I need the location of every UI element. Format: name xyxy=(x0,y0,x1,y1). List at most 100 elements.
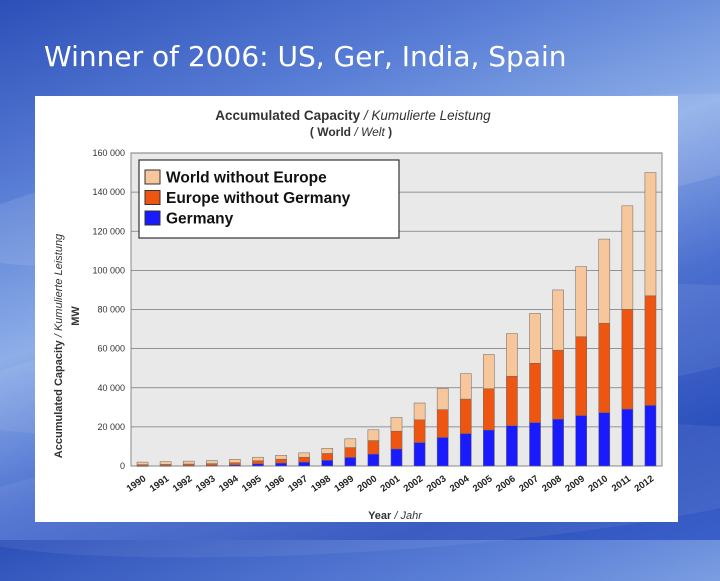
x-tick-label: 1991 xyxy=(148,473,172,495)
bar-segment xyxy=(321,460,334,467)
bar-segment xyxy=(506,375,518,426)
bar-segment xyxy=(390,417,403,432)
bar-segment xyxy=(321,453,334,461)
bar-segment xyxy=(483,388,495,431)
bar-segment xyxy=(621,205,634,310)
y-axis-unit: MW xyxy=(70,306,82,326)
bar-segment xyxy=(298,461,310,467)
x-tick-label: 2004 xyxy=(448,473,472,495)
chart-title: Accumulated Capacity / Kumulierte Leistu… xyxy=(215,108,491,123)
x-tick-label: 2012 xyxy=(633,473,657,494)
bar-segment xyxy=(206,463,218,466)
x-tick-label: 2001 xyxy=(379,473,403,495)
bar-segment xyxy=(182,460,195,465)
bar-segment xyxy=(298,456,310,463)
x-tick-label: 2008 xyxy=(540,473,564,494)
x-tick-label: 2011 xyxy=(610,473,634,494)
bar-segment xyxy=(483,429,495,467)
x-tick-label: 2003 xyxy=(425,473,449,494)
bar-segment xyxy=(390,430,403,450)
bar-segment xyxy=(459,373,472,400)
y-tick-label: 140 000 xyxy=(92,187,125,197)
bar-segment xyxy=(413,402,426,421)
bar-segment xyxy=(298,452,310,458)
bar-segment xyxy=(598,322,611,413)
x-tick-label: 2002 xyxy=(402,473,426,494)
x-tick-label: 1995 xyxy=(240,473,264,495)
bar-segment xyxy=(275,458,287,464)
y-tick-label: 120 000 xyxy=(92,226,125,236)
bar-segment xyxy=(275,462,287,467)
bar-segment xyxy=(575,266,587,337)
bar-segment xyxy=(436,388,449,410)
bar-segment xyxy=(506,425,518,467)
bar-segment xyxy=(459,433,472,467)
legend-swatch xyxy=(144,169,161,185)
y-tick-label: 80 000 xyxy=(97,305,125,315)
bar-segment xyxy=(644,172,657,297)
bar-segment xyxy=(598,412,611,467)
bar-segment xyxy=(621,408,634,467)
legend-label: Europe without Germany xyxy=(166,190,351,207)
x-tick-label: 1994 xyxy=(217,473,241,495)
bar-segment xyxy=(552,289,564,351)
bar-segment xyxy=(206,460,218,464)
y-tick-label: 0 xyxy=(120,461,125,471)
bar-segment xyxy=(344,438,357,448)
legend-label: Germany xyxy=(166,211,234,228)
x-tick-label: 1996 xyxy=(263,473,287,494)
bar-segment xyxy=(436,437,449,467)
bar-segment xyxy=(413,442,426,467)
x-tick-label: 1997 xyxy=(286,473,310,494)
x-tick-label: 2009 xyxy=(563,473,587,494)
bar-segment xyxy=(390,448,403,467)
legend-label: World without Europe xyxy=(166,170,327,187)
x-tick-label: 2000 xyxy=(356,473,380,494)
x-tick-label: 1992 xyxy=(171,473,195,494)
bar-segment xyxy=(413,419,426,443)
bar-segment xyxy=(621,309,634,410)
bar-segment xyxy=(344,447,357,458)
bar-segment xyxy=(367,453,380,467)
x-tick-label: 2006 xyxy=(494,473,518,494)
bar-segment xyxy=(575,415,587,467)
bar-segment xyxy=(136,461,149,465)
legend-box xyxy=(138,159,400,239)
x-tick-label: 2005 xyxy=(471,473,495,495)
slide-title: Winner of 2006: US, Ger, India, Spain xyxy=(44,40,567,73)
bar-segment xyxy=(459,398,472,434)
y-tick-label: 60 000 xyxy=(97,344,125,354)
y-tick-label: 160 000 xyxy=(92,148,125,158)
legend-swatch xyxy=(144,210,161,226)
x-axis-title: Year / Jahr xyxy=(368,510,423,522)
bar-segment xyxy=(598,238,611,324)
y-tick-label: 100 000 xyxy=(92,265,125,275)
bar-segment xyxy=(367,429,380,441)
stacked-bar-chart: Accumulated Capacity / Kumulierte Leistu… xyxy=(53,108,663,522)
y-tick-label: 40 000 xyxy=(97,383,125,393)
bar-segment xyxy=(483,354,495,389)
legend-swatch xyxy=(144,190,161,205)
bar-segment xyxy=(575,336,587,416)
x-tick-label: 1999 xyxy=(332,473,356,494)
chart-panel: Accumulated Capacity / Kumulierte Leistu… xyxy=(35,96,678,522)
x-tick-label: 1990 xyxy=(125,473,149,494)
x-tick-label: 2007 xyxy=(517,473,541,494)
x-tick-label: 2010 xyxy=(586,473,610,494)
bar-segment xyxy=(275,454,287,460)
bar-segment xyxy=(506,333,518,377)
bar-segment xyxy=(229,459,241,463)
bar-segment xyxy=(252,456,264,461)
bar-segment xyxy=(344,457,357,467)
y-tick-label: 20 000 xyxy=(97,422,125,432)
bar-segment xyxy=(229,462,241,466)
bar-segment xyxy=(644,295,657,406)
bar-segment xyxy=(529,422,541,467)
chart-subtitle: ( World / Welt ) xyxy=(310,125,392,139)
bar-segment xyxy=(552,349,564,420)
x-tick-label: 1998 xyxy=(309,473,333,494)
bar-segment xyxy=(436,409,449,438)
x-tick-label: 1993 xyxy=(194,473,218,494)
bar-segment xyxy=(552,418,564,467)
bar-segment xyxy=(529,363,541,423)
